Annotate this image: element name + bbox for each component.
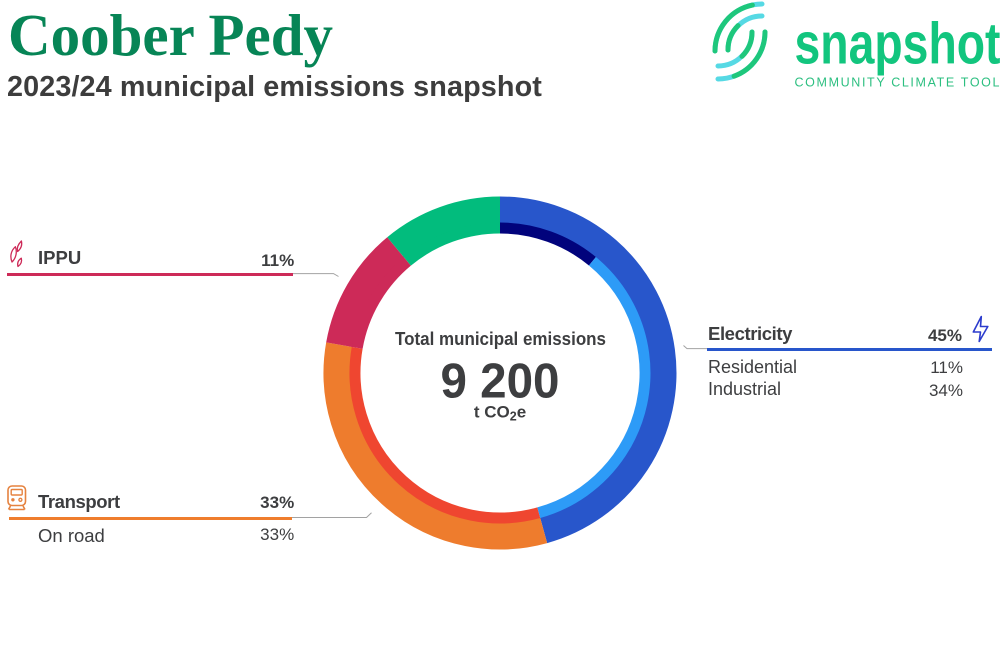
svg-text:t CO2e: t CO2e xyxy=(474,403,526,424)
svg-text:Total municipal emissions: Total municipal emissions xyxy=(395,328,606,349)
svg-text:COMMUNITY CLIMATE TOOL: COMMUNITY CLIMATE TOOL xyxy=(794,76,999,90)
svg-text:9 200: 9 200 xyxy=(441,355,560,409)
svg-text:snapshot: snapshot xyxy=(794,12,1000,77)
